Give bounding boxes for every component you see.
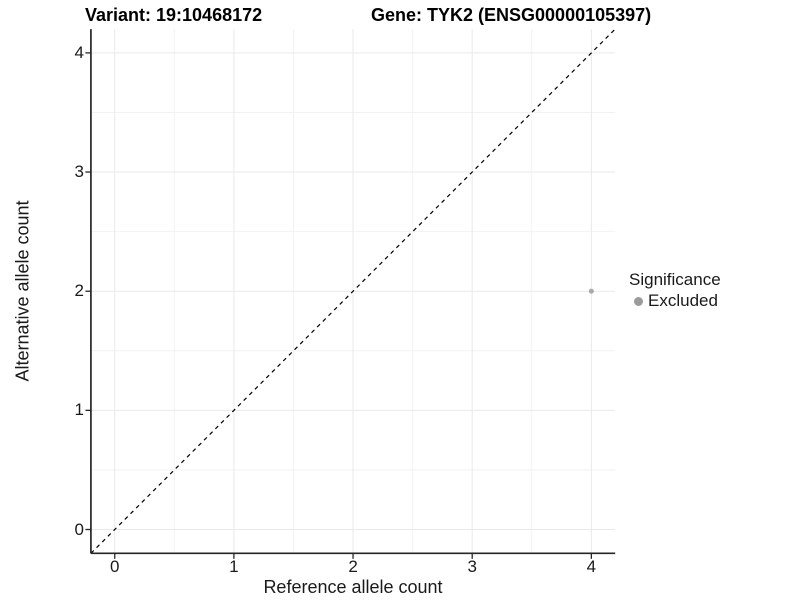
x-tick-label: 4 [586,557,597,576]
legend-item-label: Excluded [648,291,718,310]
y-tick-label: 0 [74,519,84,539]
x-tick-label: 3 [467,557,477,576]
y-tick-label: 3 [74,162,84,182]
x-axis-title: Reference allele count [263,577,443,597]
y-tick-label: 4 [74,42,84,62]
y-axis-title: Alternative allele count [12,200,33,382]
legend-item-excluded: Excluded [634,291,721,311]
legend-point-icon [634,296,643,306]
y-tick-label: 2 [74,281,84,301]
legend: Significance Excluded [629,270,721,311]
legend-title: Significance [629,270,721,289]
x-tick-label: 1 [229,557,239,576]
x-tick-label: 0 [110,557,120,576]
y-tick-label: 1 [74,400,84,420]
identity-dashed-line [90,28,616,554]
plot-title-variant: Variant: 19:10468172 [85,5,263,25]
data-point [588,288,594,294]
plot-title-gene: Gene: TYK2 (ENSG00000105397) [371,5,652,25]
x-tick-label: 2 [348,557,358,576]
